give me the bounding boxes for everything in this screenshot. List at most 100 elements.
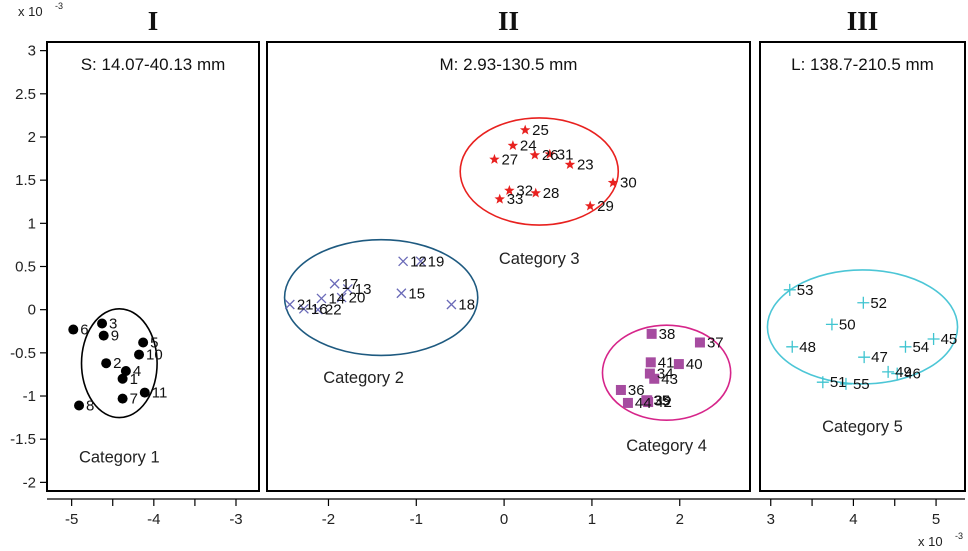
data-point-star [607, 177, 619, 188]
point-label: 25 [532, 122, 549, 139]
data-point-dot [98, 330, 109, 341]
data-point-cross [336, 292, 347, 303]
data-point-plus [783, 283, 796, 296]
point-label: 44 [635, 395, 652, 412]
data-point-square [644, 368, 655, 379]
point-label: 30 [620, 175, 637, 192]
data-point-square [615, 384, 626, 395]
data-point-square [645, 357, 656, 368]
x-tick-label: 5 [932, 511, 940, 528]
data-point-cross [312, 304, 323, 315]
data-point-star [519, 124, 531, 135]
data-point-dot [101, 358, 112, 369]
data-point-plus [927, 333, 940, 346]
panel-box-1 [46, 41, 260, 492]
point-label: 54 [912, 339, 929, 356]
x-tick-label: 2 [676, 511, 684, 528]
point-label: 22 [325, 302, 342, 319]
data-point-plus [891, 367, 904, 380]
point-label: 34 [657, 366, 674, 383]
data-point-cross [396, 288, 407, 299]
panel-roman-label: III [847, 6, 879, 36]
point-label: 52 [870, 295, 887, 312]
data-point-star [489, 153, 500, 164]
data-point-star [584, 200, 596, 211]
point-label: 48 [799, 339, 816, 356]
panel-roman-label: I [148, 6, 159, 36]
point-label: 8 [86, 398, 94, 415]
data-point-square [694, 337, 705, 348]
data-point-square [649, 373, 660, 384]
point-label: 38 [659, 326, 676, 343]
point-label: 20 [349, 290, 366, 307]
y-tick-label: 3 [28, 43, 36, 60]
data-point-dot [139, 387, 150, 398]
point-label: 39 [654, 392, 671, 409]
data-point-dot [97, 318, 108, 329]
x-tick-label: -1 [410, 511, 423, 528]
x-tick-label: 3 [767, 511, 775, 528]
data-point-dot [68, 324, 79, 335]
data-point-dot [117, 373, 128, 384]
point-label: 21 [297, 296, 314, 313]
data-point-star [507, 140, 519, 151]
point-label: 16 [311, 301, 328, 318]
point-label: 2 [113, 355, 121, 372]
point-label: 31 [557, 146, 574, 163]
data-point-cross [298, 303, 309, 314]
category-label: Category 3 [499, 250, 580, 268]
point-label: 23 [577, 157, 594, 174]
data-point-square [646, 328, 657, 339]
point-label: 18 [458, 296, 475, 313]
data-point-star [544, 148, 556, 159]
x-tick-label: 0 [500, 511, 508, 528]
data-point-square [673, 359, 684, 370]
point-label: 36 [628, 382, 645, 399]
data-point-cross [342, 283, 353, 294]
category-label: Category 1 [79, 448, 160, 466]
point-label: 26 [542, 147, 559, 164]
panel-range-label: S: 14.07-40.13 mm [81, 55, 226, 74]
point-label: 50 [839, 316, 856, 333]
point-label: 32 [516, 183, 533, 200]
category-label: Category 4 [626, 437, 707, 455]
category-ellipse [80, 308, 158, 419]
y-tick-label: -2 [23, 474, 36, 491]
x-tick-label: -2 [322, 511, 335, 528]
point-label: 14 [328, 290, 345, 307]
point-label: 51 [830, 374, 847, 391]
data-point-plus [839, 377, 852, 390]
data-point-plus [899, 340, 912, 353]
y-tick-label: 0 [28, 302, 36, 319]
panel-range-label: M: 2.93-130.5 mm [440, 55, 578, 74]
point-label: 24 [520, 138, 537, 155]
point-label: 4 [133, 363, 141, 380]
data-point-plus [816, 376, 829, 389]
data-point-star [530, 187, 541, 198]
x-tick-label: -3 [229, 511, 242, 528]
y-tick-label: -1.5 [10, 431, 36, 448]
data-point-plus [825, 318, 838, 331]
point-label: 10 [146, 347, 163, 364]
point-label: 6 [80, 322, 88, 339]
data-point-cross [284, 299, 295, 310]
data-point-cross [446, 299, 457, 310]
axes [40, 42, 965, 506]
point-label: 19 [428, 253, 445, 270]
point-label: 28 [543, 185, 560, 202]
point-label: 5 [150, 334, 158, 351]
y-scale-exponent: -3 [55, 1, 63, 11]
data-point-cross [415, 256, 426, 267]
data-points [68, 124, 940, 411]
data-point-cross [398, 256, 409, 267]
data-point-plus [882, 365, 895, 378]
category-ellipse [766, 269, 959, 385]
category-ellipse [459, 117, 620, 226]
y-tick-label: 1.5 [15, 172, 36, 189]
data-point-plus [857, 296, 870, 309]
point-label: 12 [410, 253, 427, 270]
data-point-star [564, 159, 576, 170]
x-scale-exponent: -3 [955, 531, 963, 541]
point-label: 43 [661, 371, 678, 388]
data-point-dot [74, 400, 85, 411]
